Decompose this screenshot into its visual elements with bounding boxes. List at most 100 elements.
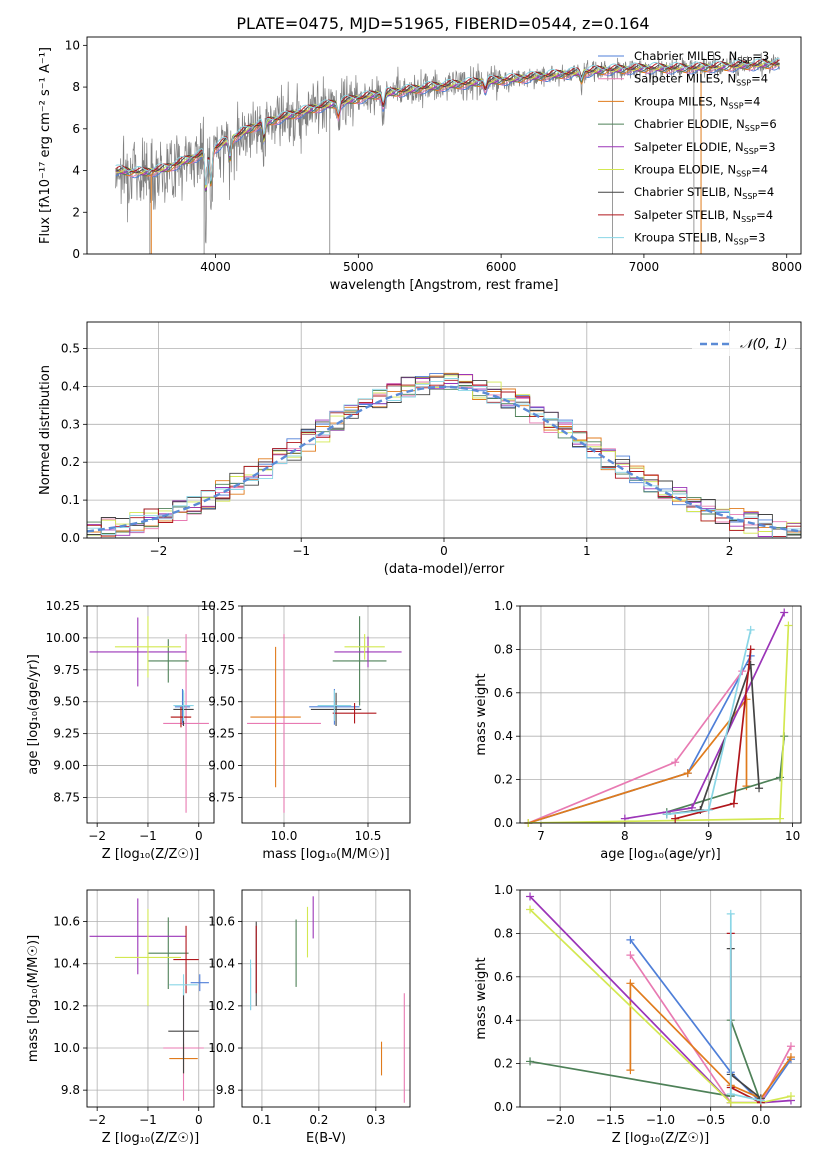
x-tick-label: 0.0 xyxy=(751,1113,770,1127)
y-tick-label: 8.75 xyxy=(53,790,80,804)
y-tick-label: 9.75 xyxy=(208,663,235,677)
x-tick-label: 0.1 xyxy=(252,1113,271,1127)
x-axis-label: E(B-V) xyxy=(306,1131,346,1146)
axes-frame xyxy=(86,605,215,824)
x-tick-label: −2 xyxy=(88,1113,106,1127)
weight-point-marker xyxy=(626,979,635,988)
age_vs_mass-axes: 10.0 10.5 8.75 9.00 9.25 9.50 9.75 10.00 10.25 ma… xyxy=(201,599,411,862)
y-tick-label: 9.50 xyxy=(208,695,235,709)
x-tick-label: 7 xyxy=(537,829,545,843)
y-tick-label: 9.00 xyxy=(53,759,80,773)
x-axis-label: mass [log₁₀(M/M☉)] xyxy=(262,847,389,862)
axes-frame xyxy=(241,889,411,1108)
weight-point-marker xyxy=(726,1098,735,1107)
x-tick-label: 8 xyxy=(621,829,629,843)
x-tick-label: 0 xyxy=(195,1113,203,1127)
weight-point-marker xyxy=(756,1096,765,1105)
y-tick-label: 0.1 xyxy=(61,493,80,507)
x-tick-label: −1 xyxy=(139,829,157,843)
spectrum-model-line xyxy=(115,57,780,186)
weight-series-line xyxy=(529,1019,762,1103)
axes-frame xyxy=(519,605,802,824)
x-tick-label: −1 xyxy=(292,544,310,558)
weight-point-marker xyxy=(776,773,785,782)
weight-point-marker xyxy=(726,909,735,918)
residuals-axes: −2 −1 0 1 2 0.0 0.1 0.2 0.3 0.4 0.5 (data-model)/er… xyxy=(38,321,802,577)
legend-entry: Chabrier MILES, NSSP=3 xyxy=(634,49,769,65)
x-tick-label: −1.0 xyxy=(646,1113,675,1127)
x-tick-label: 6000 xyxy=(486,260,517,274)
y-tick-label: 9.75 xyxy=(53,663,80,677)
y-axis-label: mass weight xyxy=(474,673,489,755)
y-tick-label: 0.2 xyxy=(61,455,80,469)
spectrum-legend: Chabrier MILES, NSSP=3 Salpeter MILES, NS… xyxy=(598,49,777,247)
weight-series-line xyxy=(529,908,792,1104)
weight-point-marker xyxy=(746,660,755,669)
x-tick-label: 9 xyxy=(705,829,713,843)
x-axis-label: Z [log₁₀(Z/Z☉)] xyxy=(102,847,199,862)
legend-entry: Kroupa STELIB, NSSP=3 xyxy=(634,231,765,247)
y-tick-label: 10.4 xyxy=(208,957,235,971)
weight-series-line xyxy=(528,696,748,823)
legend-entry: Salpeter MILES, NSSP=4 xyxy=(634,72,768,88)
axes-frame xyxy=(86,889,215,1108)
y-tick-label: 0.4 xyxy=(494,729,513,743)
weight-series-line xyxy=(629,939,792,1105)
x-tick-label: −0.5 xyxy=(696,1113,725,1127)
weight-point-marker xyxy=(746,625,755,634)
x-tick-label: 0.3 xyxy=(366,1113,385,1127)
residual-histogram-line xyxy=(87,379,801,537)
legend-entry: Kroupa MILES, NSSP=4 xyxy=(634,94,760,110)
y-tick-label: 10.25 xyxy=(46,599,80,613)
weight-point-marker xyxy=(526,1057,535,1066)
x-tick-label: −1 xyxy=(139,1113,157,1127)
y-tick-label: 0 xyxy=(72,247,80,261)
age_vs_Z-axes: −2 −1 0 8.75 9.00 9.25 9.50 9.75 10.00 10.25 Z [lo… xyxy=(26,599,215,862)
y-tick-label: 10.6 xyxy=(53,915,80,929)
y-tick-label: 0.6 xyxy=(494,686,513,700)
y-tick-label: 0.6 xyxy=(494,970,513,984)
y-tick-label: 0.2 xyxy=(494,773,513,787)
y-tick-label: 0.0 xyxy=(61,531,80,545)
figure-title: PLATE=0475, MJD=51965, FIBERID=0544, z=0… xyxy=(236,14,649,33)
x-axis-label: wavelength [Angstrom, rest frame] xyxy=(330,278,559,293)
spectrum-model-line xyxy=(115,62,780,192)
y-tick-label: 0.4 xyxy=(494,1013,513,1027)
legend-entry: Chabrier STELIB, NSSP=4 xyxy=(634,185,774,201)
axes-frame xyxy=(86,36,802,255)
weight-point-marker xyxy=(726,1089,735,1098)
y-tick-label: 9.8 xyxy=(61,1083,80,1097)
y-tick-label: 10.2 xyxy=(53,999,80,1013)
y-tick-label: 0.0 xyxy=(494,816,513,830)
weight-point-marker xyxy=(662,810,671,819)
weight-point-marker xyxy=(671,758,680,767)
y-tick-label: 0.8 xyxy=(494,926,513,940)
gaussian-curve xyxy=(87,385,801,533)
y-tick-label: 8 xyxy=(72,80,80,94)
weight-point-marker xyxy=(526,905,535,914)
spectrum-model-line xyxy=(115,59,780,184)
y-tick-label: 10.00 xyxy=(201,631,235,645)
mass_vs_Z-axes: −2 −1 0 9.8 10.0 10.2 10.4 10.6 Z [log₁₀(Z/Z☉)] m… xyxy=(26,889,215,1146)
weight-point-marker xyxy=(671,814,680,823)
weight_vs_Z-axes: −2.0 −1.5 −1.0 −0.5 0.0 0.0 0.2 0.4 0.6 0.8 1.0 Z [… xyxy=(474,883,802,1146)
y-tick-label: 10 xyxy=(65,38,80,52)
spectrum-axes: 4000 5000 6000 7000 8000 0 2 4 6 8 10 wavelength [A… xyxy=(38,36,802,293)
y-tick-label: 10.6 xyxy=(208,915,235,929)
weight-point-marker xyxy=(784,621,793,630)
y-tick-label: 0.2 xyxy=(494,1057,513,1071)
y-axis-label: age [log₁₀(age/yr)] xyxy=(26,654,41,775)
x-tick-label: 10 xyxy=(785,829,800,843)
y-axis-label: mass [log₁₀(M/M☉)] xyxy=(26,935,41,1062)
weight-point-marker xyxy=(786,1053,795,1062)
y-tick-label: 9.00 xyxy=(208,759,235,773)
x-tick-label: 0 xyxy=(195,829,203,843)
y-tick-label: 0.4 xyxy=(61,379,80,393)
y-tick-label: 9.8 xyxy=(216,1083,235,1097)
weight-series-line xyxy=(528,655,752,823)
y-tick-label: 0.0 xyxy=(494,1100,513,1114)
weight-point-marker xyxy=(746,645,755,654)
y-axis-label: Flux [fλ10⁻¹⁷ erg cm⁻² s⁻¹ A⁻¹] xyxy=(38,47,53,244)
weight-point-marker xyxy=(704,805,713,814)
